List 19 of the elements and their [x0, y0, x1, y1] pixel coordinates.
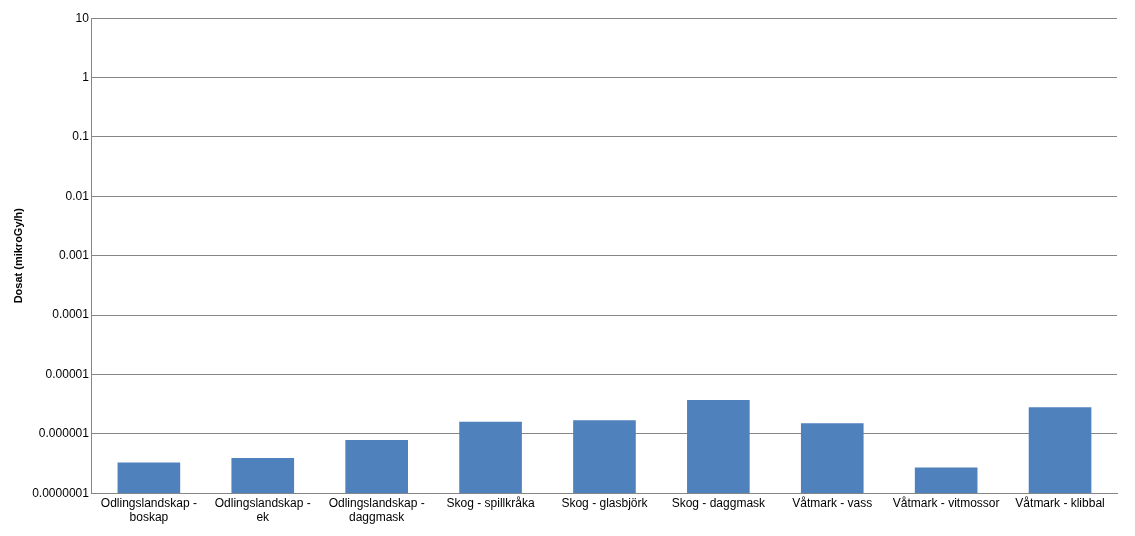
x-tick-label: Odlingslandskap - boskap — [100, 495, 197, 525]
x-tick-label: Skog - glasbjörk — [561, 495, 649, 510]
x-tick-label: Odlingslandskap - ek — [214, 495, 311, 525]
y-tick-label: 0.0001 — [52, 307, 90, 322]
x-tick-label: Våtmark - vass — [792, 495, 873, 510]
y-axis-title: Dosat (mikroGy/h) — [11, 207, 24, 304]
x-tick-label: Odlingslandskap - daggmask — [328, 495, 425, 525]
y-tick-label: 0.000001 — [38, 426, 90, 441]
y-tick-label: 0.0000001 — [32, 485, 90, 500]
x-tick-label: Våtmark - klibbal — [1015, 495, 1105, 510]
x-tick-label: Skog - spillkråka — [446, 495, 535, 510]
y-tick-label: 1 — [82, 69, 90, 84]
x-tick-label: Skog - daggmask — [671, 495, 767, 510]
y-tick-label: 0.01 — [65, 188, 90, 203]
y-tick-label: 0.1 — [72, 129, 90, 144]
y-tick-label: 0.001 — [58, 248, 90, 263]
y-tick-label: 0.00001 — [45, 366, 90, 381]
x-tick-label: Våtmark - vitmossor — [892, 495, 1000, 510]
y-tick-label: 10 — [75, 10, 90, 25]
